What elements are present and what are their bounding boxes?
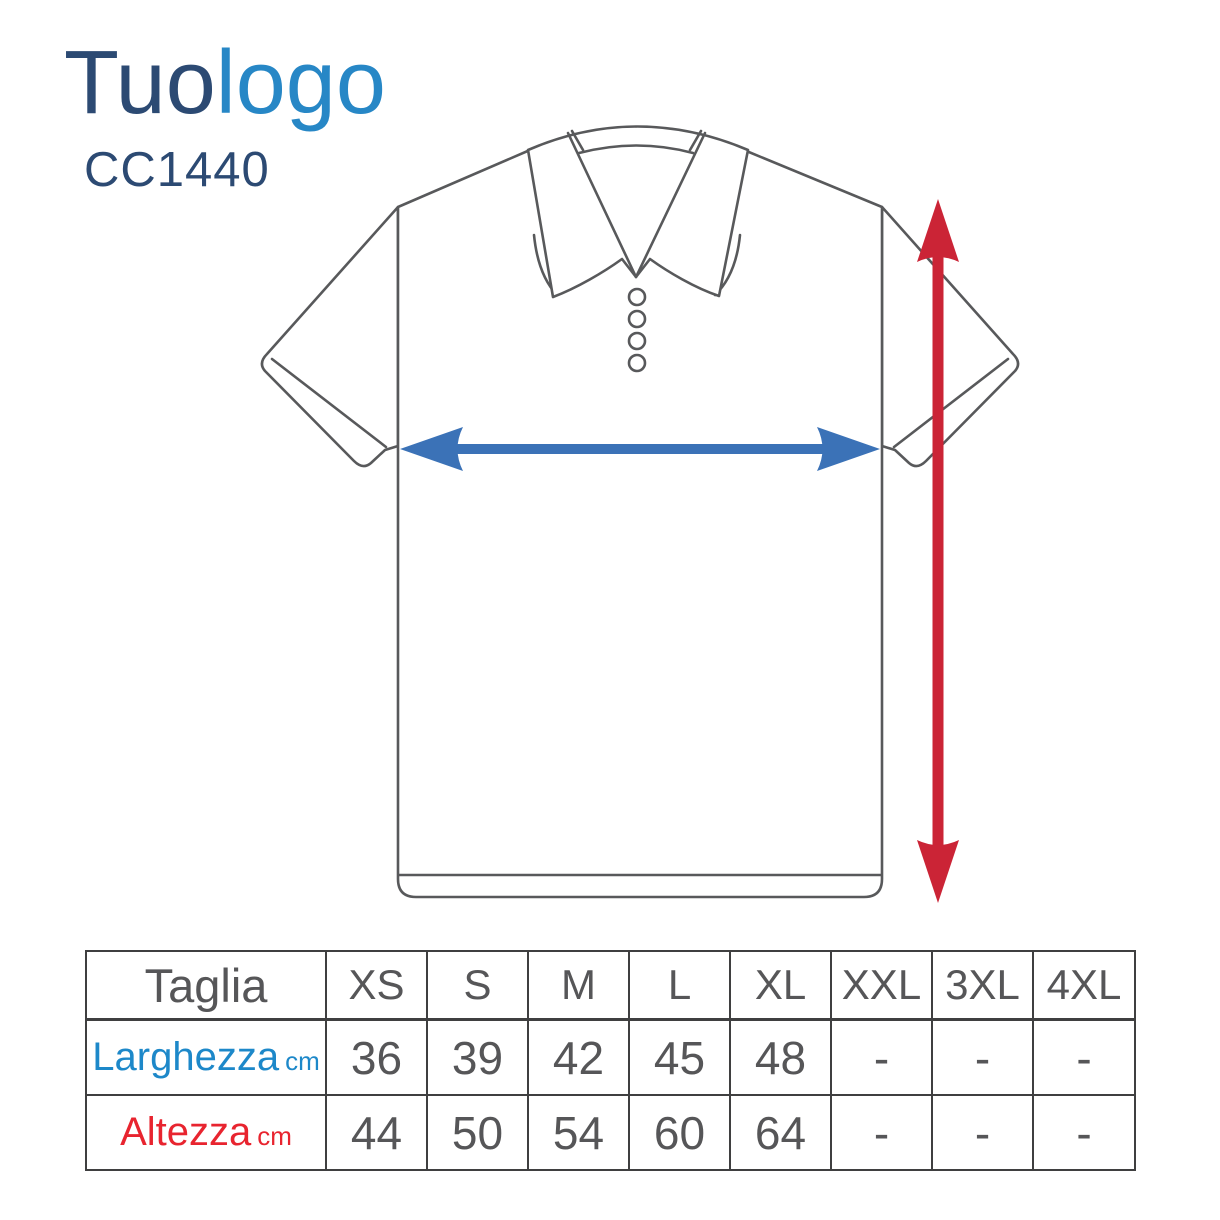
logo-primary-text: Tuo: [64, 33, 216, 133]
height-value-cell: -: [1032, 1094, 1136, 1171]
collar-notch-right: [688, 129, 703, 152]
width-value-cell: 36: [325, 1018, 428, 1096]
height-value-cell: 50: [426, 1094, 529, 1171]
row-label-text: Altezza: [120, 1110, 252, 1154]
size-column-header: XXL: [830, 950, 933, 1021]
button-icon: [627, 309, 647, 329]
collar-notch-left: [570, 129, 585, 152]
width-arrow-icon: [400, 427, 880, 471]
width-row: Larghezza cm 36 39 42 45 48 - - -: [85, 1018, 1136, 1096]
size-table: Taglia XS S M L XL XXL 3XL 4XL Larghezza…: [85, 950, 1136, 1171]
width-row-label: Larghezza cm: [85, 1018, 327, 1096]
height-value-cell: 60: [628, 1094, 731, 1171]
size-table-header-row: Taglia XS S M L XL XXL 3XL 4XL: [85, 950, 1136, 1021]
height-row: Altezza cm 44 50 54 60 64 - - -: [85, 1094, 1136, 1171]
size-column-header: M: [527, 950, 630, 1021]
button-icon: [627, 353, 647, 373]
height-row-label: Altezza cm: [85, 1094, 327, 1171]
right-cuff-seam: [892, 357, 1010, 449]
height-value-cell: 44: [325, 1094, 428, 1171]
left-cuff-seam: [270, 357, 388, 449]
height-value-cell: -: [830, 1094, 933, 1171]
button-icon: [627, 331, 647, 351]
width-value-cell: -: [931, 1018, 1034, 1096]
brand-header: Tuologo CC1440: [64, 38, 386, 197]
size-column-header: 4XL: [1032, 950, 1136, 1021]
right-sleeve: [880, 205, 1020, 468]
size-column-header: Taglia: [85, 950, 327, 1021]
row-unit-text: cm: [257, 1121, 292, 1151]
collar-v-left: [566, 131, 638, 279]
size-column-header: XS: [325, 950, 428, 1021]
height-arrow-icon: [917, 199, 959, 903]
width-value-cell: 48: [729, 1018, 832, 1096]
height-value-cell: 64: [729, 1094, 832, 1171]
width-value-cell: -: [1032, 1018, 1136, 1096]
brand-logo: Tuologo: [64, 38, 386, 128]
width-value-cell: 45: [628, 1018, 731, 1096]
height-value-cell: 54: [527, 1094, 630, 1171]
collar: [526, 125, 750, 299]
logo-secondary-text: logo: [215, 33, 386, 133]
size-column-header: 3XL: [931, 950, 1034, 1021]
shirt-body: [396, 148, 884, 899]
width-value-cell: -: [830, 1018, 933, 1096]
button-icon: [627, 287, 647, 307]
row-label-text: Larghezza: [92, 1035, 280, 1079]
collar-v-right: [634, 131, 707, 279]
width-value-cell: 42: [527, 1018, 630, 1096]
placket-buttons: [627, 287, 647, 373]
left-sleeve: [260, 205, 400, 468]
width-value-cell: 39: [426, 1018, 529, 1096]
product-code: CC1440: [84, 143, 270, 197]
collar-band-arc: [577, 144, 695, 155]
size-column-header: S: [426, 950, 529, 1021]
size-column-header: XL: [729, 950, 832, 1021]
height-value-cell: -: [931, 1094, 1034, 1171]
row-unit-text: cm: [285, 1046, 320, 1076]
size-column-header: L: [628, 950, 731, 1021]
